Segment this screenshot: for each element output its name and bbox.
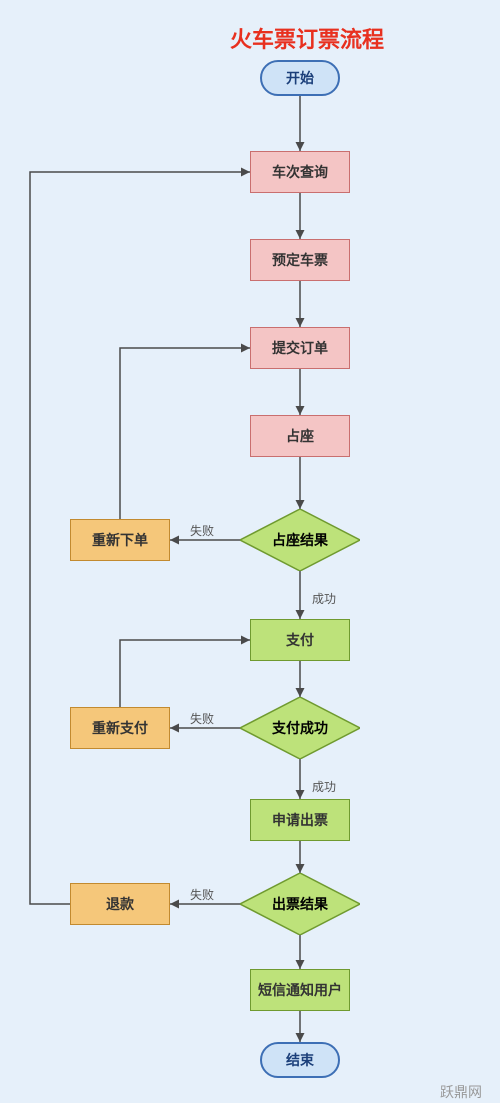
node-occupy: 占座 bbox=[250, 415, 350, 457]
node-submit: 提交订单 bbox=[250, 327, 350, 369]
edge-label: 成功 bbox=[312, 590, 336, 607]
node-repay: 重新支付 bbox=[70, 707, 170, 749]
node-label: 出票结果 bbox=[272, 894, 328, 914]
watermark-text: 跃鼎网 bbox=[440, 1082, 482, 1102]
node-query: 车次查询 bbox=[250, 151, 350, 193]
edge bbox=[120, 640, 250, 707]
node-label: 占座结果 bbox=[272, 530, 328, 550]
diagram-title: 火车票订票流程 bbox=[230, 22, 384, 54]
node-issue: 申请出票 bbox=[250, 799, 350, 841]
node-issue_res: 出票结果 bbox=[240, 873, 360, 935]
node-pay: 支付 bbox=[250, 619, 350, 661]
node-start: 开始 bbox=[260, 60, 340, 96]
node-sms: 短信通知用户 bbox=[250, 969, 350, 1011]
edge-label: 失败 bbox=[190, 886, 214, 903]
flowchart-canvas: 火车票订票流程 开始车次查询预定车票提交订单占座占座结果 重新下单支付支付成功 重新… bbox=[0, 0, 500, 1103]
edge-label: 成功 bbox=[312, 778, 336, 795]
edge-label: 失败 bbox=[190, 710, 214, 727]
node-reserve: 预定车票 bbox=[250, 239, 350, 281]
edge bbox=[120, 348, 250, 519]
node-reorder: 重新下单 bbox=[70, 519, 170, 561]
node-occupy_res: 占座结果 bbox=[240, 509, 360, 571]
node-label: 支付成功 bbox=[272, 718, 328, 738]
node-pay_ok: 支付成功 bbox=[240, 697, 360, 759]
node-refund: 退款 bbox=[70, 883, 170, 925]
node-end: 结束 bbox=[260, 1042, 340, 1078]
edge-label: 失败 bbox=[190, 522, 214, 539]
